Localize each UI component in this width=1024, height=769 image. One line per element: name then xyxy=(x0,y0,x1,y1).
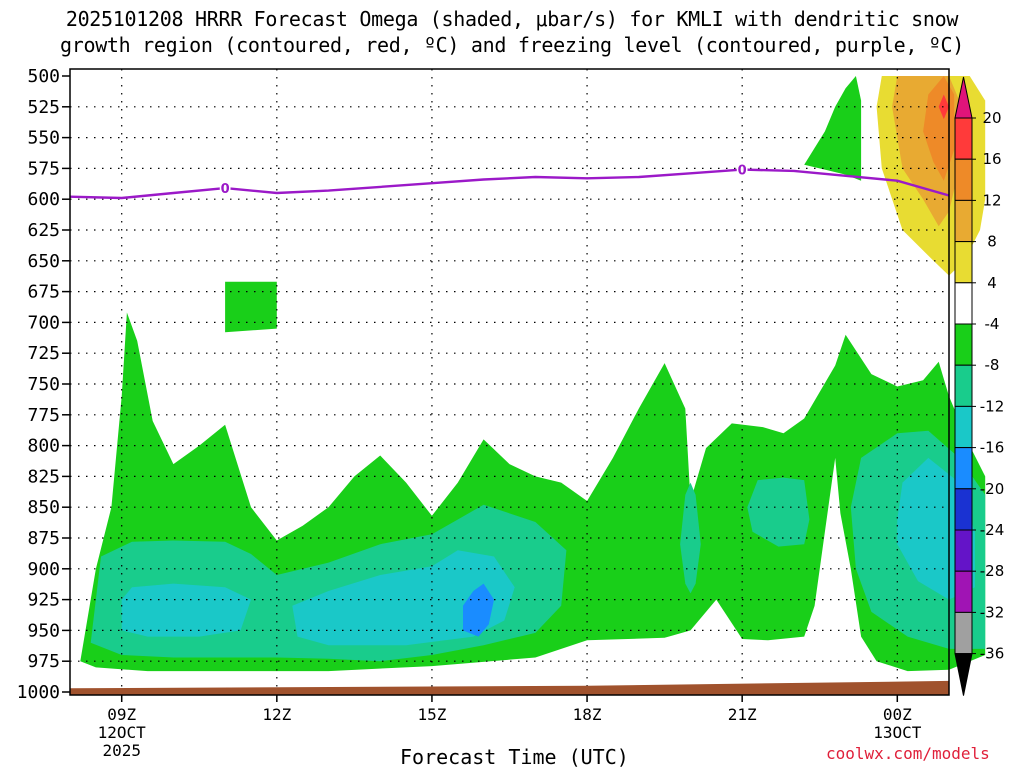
colorbar-label: -4 xyxy=(985,315,1000,333)
colorbar-label: -28 xyxy=(980,562,1005,580)
omega-shading xyxy=(80,76,986,672)
x-tick-label-12Z: 12Z xyxy=(262,705,291,724)
x-tick-label-09Z: 09Z xyxy=(107,705,136,724)
y-tick-label-725: 725 xyxy=(27,343,60,364)
colorbar-label: 8 xyxy=(987,233,997,251)
x-tick-label-21Z: 21Z xyxy=(728,705,757,724)
omega-region-11 xyxy=(804,76,862,181)
colorbar-bin-13 xyxy=(954,611,973,655)
freezing-level-line xyxy=(69,168,950,200)
colorbar-bin-4 xyxy=(954,241,973,284)
y-tick-label-800: 800 xyxy=(27,436,60,457)
x-tick-label-00Z: 00Z xyxy=(883,705,912,724)
y-tick-label-575: 575 xyxy=(27,158,60,179)
colorbar-bin-12 xyxy=(954,570,973,613)
colorbar-label: -16 xyxy=(980,439,1005,457)
colorbar-bin-10 xyxy=(954,488,973,531)
y-tick-label-850: 850 xyxy=(27,497,60,518)
ground-surface xyxy=(70,680,949,695)
colorbar-bin-1 xyxy=(954,117,973,160)
chart-title: 2025101208 HRRR Forecast Omega (shaded, … xyxy=(0,6,1024,58)
freezing-level-label: 0 xyxy=(738,164,747,179)
colorbar: 20 16 12 8 4 -4 -8 -12 -16 -20 -24 -28 -32 -36 xyxy=(954,76,1005,696)
colorbar-label: -12 xyxy=(980,397,1005,415)
y-tick-label-500: 500 xyxy=(27,66,60,87)
y-tick-label-550: 550 xyxy=(27,128,60,149)
omega-region-7 xyxy=(292,550,515,646)
y-tick-label-825: 825 xyxy=(27,466,60,487)
colorbar-bin-6 xyxy=(954,323,973,366)
colorbar-label: -32 xyxy=(980,603,1005,621)
y-axis: 500 525 550 575 600 625 650 675 700 725 750 775 800 8… xyxy=(17,66,70,703)
colorbar-bin-2 xyxy=(954,158,973,201)
colorbar-bottom-arrow xyxy=(954,653,973,696)
x-tick-label-18Z: 18Z xyxy=(573,705,602,724)
y-tick-label-750: 750 xyxy=(27,374,60,395)
x-tick-sublabel: 2025 xyxy=(102,741,141,760)
y-tick-label-875: 875 xyxy=(27,528,60,549)
x-tick-label-15Z: 15Z xyxy=(417,705,446,724)
y-tick-label-650: 650 xyxy=(27,251,60,272)
y-tick-label-975: 975 xyxy=(27,651,60,672)
y-tick-label-600: 600 xyxy=(27,189,60,210)
colorbar-bin-3 xyxy=(954,199,973,243)
colorbar-bin-11 xyxy=(954,529,973,572)
y-tick-label-525: 525 xyxy=(27,97,60,118)
x-tick-sublabel: 13OCT xyxy=(873,723,922,742)
freezing-level-label: 0 xyxy=(221,182,230,197)
y-tick-label-775: 775 xyxy=(27,405,60,426)
x-axis-title: Forecast Time (UTC) xyxy=(400,745,629,769)
colorbar-bin-5 xyxy=(954,282,973,325)
colorbar-bin-9 xyxy=(954,447,973,490)
colorbar-label: -20 xyxy=(980,480,1005,498)
y-tick-label-900: 900 xyxy=(27,559,60,580)
y-tick-label-925: 925 xyxy=(27,590,60,611)
credit-link[interactable]: coolwx.com/models xyxy=(826,744,990,763)
omega-region-15 xyxy=(938,94,949,120)
plot-frame xyxy=(69,68,950,696)
y-tick-label-1000: 1000 xyxy=(17,682,60,703)
colorbar-label: 12 xyxy=(982,191,1001,209)
omega-region-3 xyxy=(680,482,701,594)
title-line-2: growth region (contoured, red, ºC) and f… xyxy=(59,33,965,57)
title-line-1: 2025101208 HRRR Forecast Omega (shaded, … xyxy=(65,7,959,31)
colorbar-label: 20 xyxy=(982,109,1001,127)
colorbar-label: 4 xyxy=(987,274,997,292)
colorbar-bin-7 xyxy=(954,364,973,407)
x-tick-sublabel: 12OCT xyxy=(98,723,147,742)
colorbar-label: -24 xyxy=(980,521,1005,539)
colorbar-bin-8 xyxy=(954,405,973,449)
colorbar-label: -36 xyxy=(980,645,1005,663)
ground xyxy=(70,680,949,695)
colorbar-label: 16 xyxy=(982,150,1001,168)
grid xyxy=(70,69,949,695)
y-tick-label-700: 700 xyxy=(27,312,60,333)
colorbar-label: -8 xyxy=(985,356,1000,374)
omega-region-4 xyxy=(747,477,810,547)
omega-region-10 xyxy=(225,281,277,333)
omega-region-9 xyxy=(463,583,494,637)
y-tick-label-625: 625 xyxy=(27,220,60,241)
y-tick-label-675: 675 xyxy=(27,282,60,303)
freezing-level: 00 xyxy=(69,162,950,200)
y-tick-label-950: 950 xyxy=(27,620,60,641)
omega-region-6 xyxy=(121,583,251,637)
